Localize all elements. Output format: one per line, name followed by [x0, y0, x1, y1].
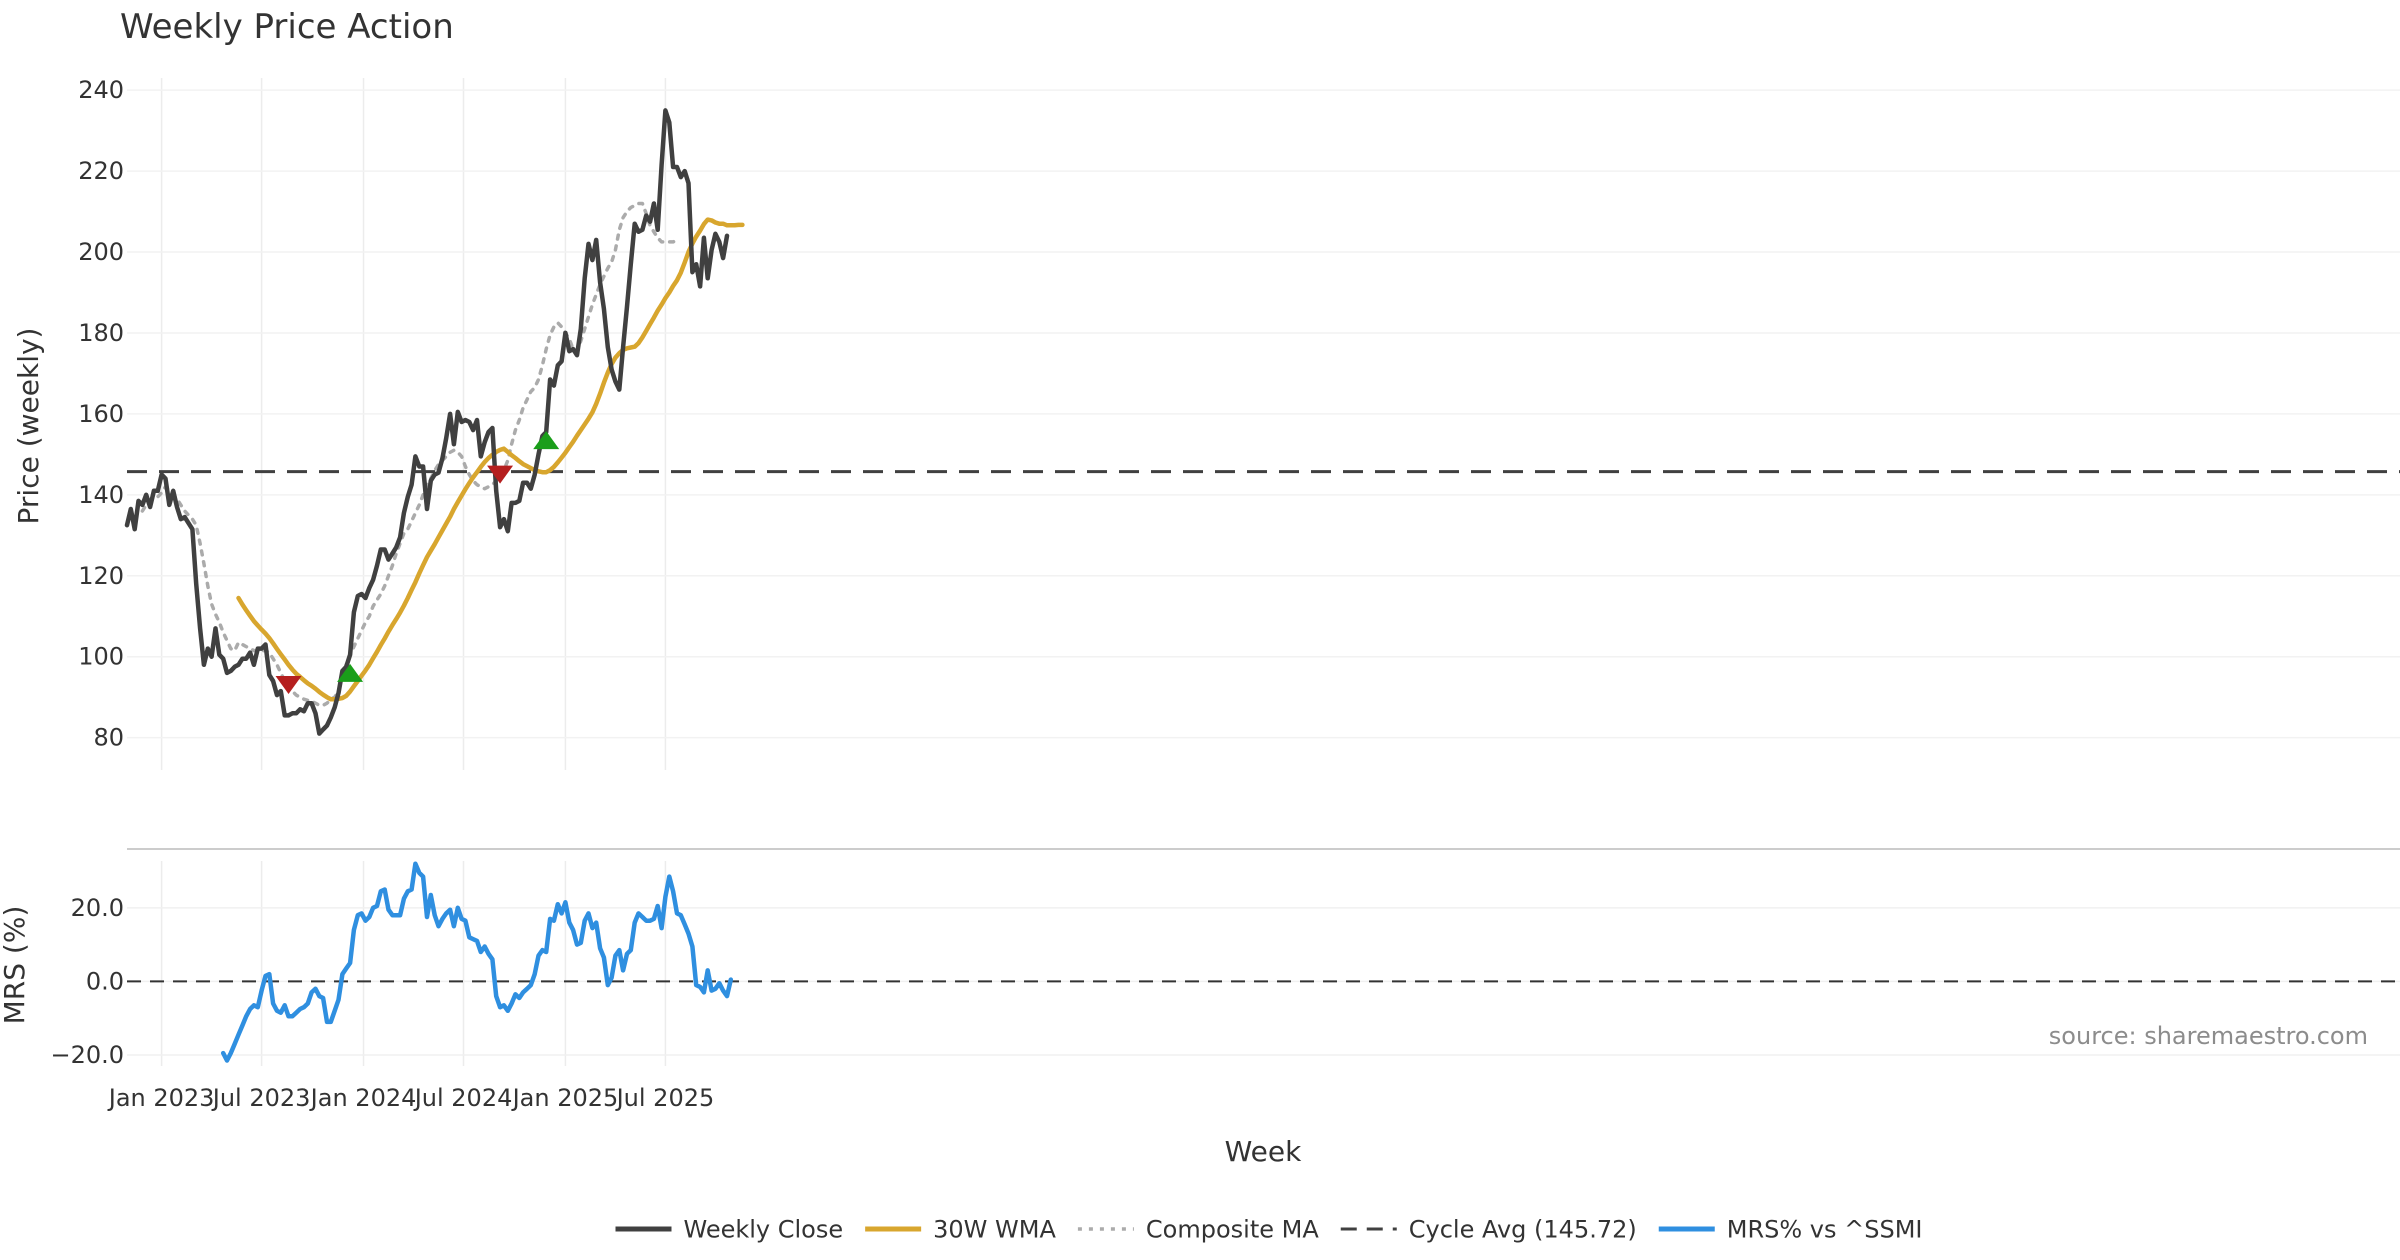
price-y-tick-label: 160 [78, 400, 124, 428]
price-y-tick-label: 240 [78, 76, 124, 104]
x-tick-label: Jul 2024 [413, 1084, 513, 1112]
price-y-axis-label: Price (weekly) [12, 328, 45, 525]
buy-signal-marker [533, 431, 560, 450]
mrs-y-tick-label: 20.0 [71, 894, 124, 922]
legend-label-30w-wma: 30W WMA [933, 1216, 1056, 1244]
series-weekly-close-line [124, 108, 730, 736]
x-tick-label: Jan 2024 [309, 1084, 417, 1112]
price-y-tick-label: 180 [78, 319, 124, 347]
legend: Weekly Close 30W WMA Composite MA Cycle Avg… [615, 1216, 1923, 1244]
source-note: source: sharemaestro.com [2049, 1022, 2368, 1050]
x-tick-label: Jan 2023 [107, 1084, 215, 1112]
price-y-tick-label: 140 [78, 481, 124, 509]
series-composite-ma-line [140, 201, 679, 708]
chart-title: Weekly Price Action [120, 7, 454, 47]
price-y-tick-label: 220 [78, 157, 124, 185]
price-y-tick-label: 100 [78, 643, 124, 671]
price-y-tick-label: 120 [78, 562, 124, 590]
mrs-y-ticks: −20.0 0.0 20.0 [50, 894, 124, 1069]
price-series-group [124, 108, 2400, 736]
price-gridlines [127, 78, 2400, 770]
sell-signal-marker [275, 676, 302, 695]
series-mrs-vs-ssmi-line [220, 861, 734, 1063]
buy-signal-marker [337, 663, 364, 682]
sell-signal-marker [487, 465, 514, 484]
price-y-ticks: 80 100 120 140 160 180 200 220 240 [78, 76, 124, 751]
x-tick-label: Jul 2025 [615, 1084, 715, 1112]
legend-label-cycle-avg-145-72: Cycle Avg (145.72) [1409, 1216, 1637, 1244]
price-y-tick-label: 80 [93, 724, 124, 752]
mrs-y-axis-label: MRS (%) [0, 906, 31, 1025]
price-y-tick-label: 200 [78, 238, 124, 266]
mrs-series-group [127, 861, 2400, 1063]
x-axis-label: Week [1225, 1135, 1302, 1168]
x-tick-label: Jul 2023 [211, 1084, 311, 1112]
mrs-y-tick-label: 0.0 [86, 967, 124, 995]
legend-label-composite-ma: Composite MA [1146, 1216, 1319, 1244]
series-30w-wma-line [236, 217, 745, 702]
signal-markers [275, 431, 560, 695]
legend-label-weekly-close: Weekly Close [684, 1216, 844, 1244]
legend-label-mrs-vs-ssmi: MRS% vs ^SSMI [1727, 1216, 1923, 1244]
x-tick-label: Jan 2025 [511, 1084, 619, 1112]
mrs-y-tick-label: −20.0 [50, 1041, 124, 1069]
